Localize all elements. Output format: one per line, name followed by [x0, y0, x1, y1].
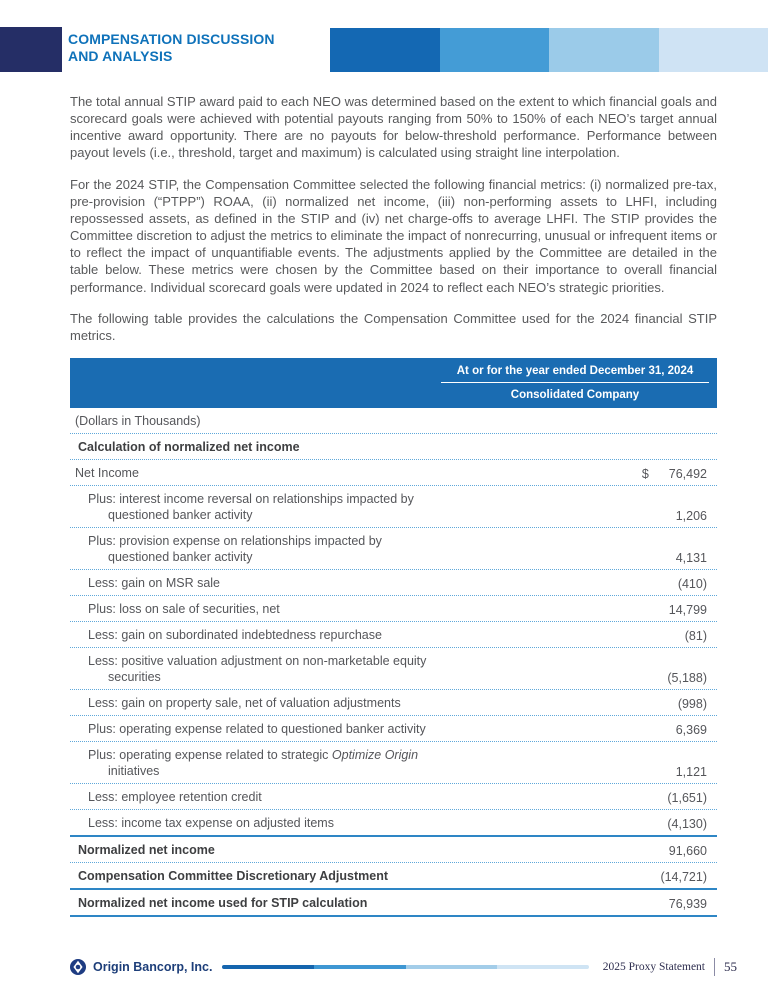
row-value: 91,660 — [668, 844, 707, 859]
dollar-sign: $ — [641, 467, 649, 482]
row-value: (998) — [677, 697, 707, 712]
row-label: Plus: loss on sale of securities, net — [88, 602, 280, 617]
row-value: (14,721) — [660, 870, 707, 885]
accent-segment-4 — [658, 28, 768, 72]
footer-bar-segment-1 — [222, 965, 315, 969]
row-value-cell: 14,799 — [669, 603, 717, 617]
row-value: (410) — [677, 577, 707, 592]
page-content: The total annual STIP award paid to each… — [70, 93, 717, 918]
row-value-cell: (14,721) — [660, 870, 717, 884]
footer-page-number: 55 — [724, 959, 737, 974]
table-row: Normalized net income 91,660 — [70, 837, 717, 864]
row-value-cell: (998) — [678, 697, 717, 711]
table-row: Plus: interest income reversal on relati… — [70, 486, 717, 529]
row-label: Less: positive valuation adjustment on n… — [88, 654, 427, 685]
table-row: Less: gain on subordinated indebtedness … — [70, 622, 717, 649]
paragraph-2: For the 2024 STIP, the Compensation Comm… — [70, 176, 717, 295]
table-row: Less: gain on property sale, net of valu… — [70, 690, 717, 717]
row-value-cell: (1,651) — [667, 791, 717, 805]
row-label: Plus: interest income reversal on relati… — [88, 492, 414, 523]
row-value: 4,131 — [675, 551, 707, 566]
table-row: Plus: loss on sale of securities, net 14,… — [70, 596, 717, 623]
row-value-cell: 1,206 — [676, 509, 717, 523]
footer-company-name: Origin Bancorp, Inc. — [93, 960, 213, 974]
table-row: Calculation of normalized net income — [70, 434, 717, 461]
row-value: 6,369 — [675, 723, 707, 738]
table-rows: (Dollars in Thousands) Calculation of nor… — [70, 408, 717, 918]
table-row: Plus: provision expense on relationships… — [70, 528, 717, 571]
row-value-cell: (4,130) — [667, 817, 717, 831]
table-row: Normalized net income used for STIP calc… — [70, 890, 717, 918]
stip-calculation-table: At or for the year ended December 31, 20… — [70, 358, 717, 918]
row-label: (Dollars in Thousands) — [75, 414, 201, 429]
row-value: 14,799 — [668, 603, 707, 618]
row-value: 76,492 — [668, 467, 707, 482]
row-value: 1,121 — [675, 765, 707, 780]
row-label: Net Income — [75, 466, 139, 481]
table-row: Plus: operating expense related to quest… — [70, 716, 717, 743]
table-header-period: At or for the year ended December 31, 20… — [441, 365, 709, 384]
row-label: Less: gain on property sale, net of valu… — [88, 696, 401, 711]
footer-divider — [714, 958, 715, 976]
table-row: Net Income $76,492 — [70, 460, 717, 487]
table-row: Less: income tax expense on adjusted ite… — [70, 810, 717, 838]
row-label: Normalized net income — [78, 843, 215, 858]
paragraph-1: The total annual STIP award paid to each… — [70, 94, 717, 161]
table-row: Compensation Committee Discretionary Adj… — [70, 863, 717, 891]
row-label: Normalized net income used for STIP calc… — [78, 896, 368, 911]
footer-doc-label: 2025 Proxy Statement — [602, 961, 705, 973]
table-header: At or for the year ended December 31, 20… — [70, 358, 717, 409]
footer-accent-bar — [222, 965, 589, 969]
row-value: 1,206 — [675, 509, 707, 524]
section-marker-block — [0, 27, 62, 72]
table-row: (Dollars in Thousands) — [70, 408, 717, 435]
footer-bar-segment-3 — [405, 965, 498, 969]
row-value: (4,130) — [667, 817, 707, 832]
row-label: Less: employee retention credit — [88, 790, 262, 805]
origin-bancorp-logo-icon — [70, 959, 86, 975]
table-row: Less: gain on MSR sale (410) — [70, 570, 717, 597]
row-label: Plus: operating expense related to strat… — [88, 748, 419, 779]
footer-bar-segment-2 — [314, 965, 406, 969]
table-row: Plus: operating expense related to strat… — [70, 742, 717, 785]
row-value: (5,188) — [667, 671, 707, 686]
page-title-line2: AND ANALYSIS — [68, 48, 173, 65]
row-label: Less: gain on subordinated indebtedness … — [88, 628, 382, 643]
row-value-cell: 6,369 — [676, 723, 717, 737]
row-value-cell: (410) — [678, 577, 717, 591]
row-label: Less: income tax expense on adjusted ite… — [88, 816, 334, 831]
accent-segment-2 — [439, 28, 549, 72]
row-value-cell: 91,660 — [669, 844, 717, 858]
row-value-cell: (81) — [685, 629, 717, 643]
table-header-entity: Consolidated Company — [510, 389, 640, 402]
table-header-right: At or for the year ended December 31, 20… — [441, 365, 709, 401]
row-label: Compensation Committee Discretionary Adj… — [78, 869, 389, 884]
row-value-cell: 76,939 — [669, 897, 717, 911]
accent-segment-3 — [549, 28, 659, 72]
row-label: Calculation of normalized net income — [78, 440, 300, 455]
table-row: Less: employee retention credit (1,651) — [70, 784, 717, 811]
row-value: (81) — [684, 629, 707, 644]
header-accent-bar — [330, 28, 768, 72]
row-label: Less: gain on MSR sale — [88, 576, 221, 591]
row-value-cell: 4,131 — [676, 551, 717, 565]
row-label: Plus: operating expense related to quest… — [88, 722, 426, 737]
page-title-line1: COMPENSATION DISCUSSION — [68, 31, 275, 47]
accent-segment-1 — [330, 28, 440, 72]
row-value: (1,651) — [667, 791, 707, 806]
table-row: Less: positive valuation adjustment on n… — [70, 648, 717, 691]
row-value-cell: (5,188) — [667, 671, 717, 685]
footer-bar-segment-4 — [497, 965, 589, 969]
row-value: 76,939 — [668, 897, 707, 912]
paragraph-3: The following table provides the calcula… — [70, 310, 717, 343]
page-title: COMPENSATION DISCUSSION AND ANALYSIS — [68, 31, 275, 65]
page-footer: Origin Bancorp, Inc. 2025 Proxy Statemen… — [70, 958, 737, 976]
row-label: Plus: provision expense on relationships… — [88, 534, 382, 565]
row-value-cell: $76,492 — [642, 467, 717, 481]
row-value-cell: 1,121 — [676, 765, 717, 779]
